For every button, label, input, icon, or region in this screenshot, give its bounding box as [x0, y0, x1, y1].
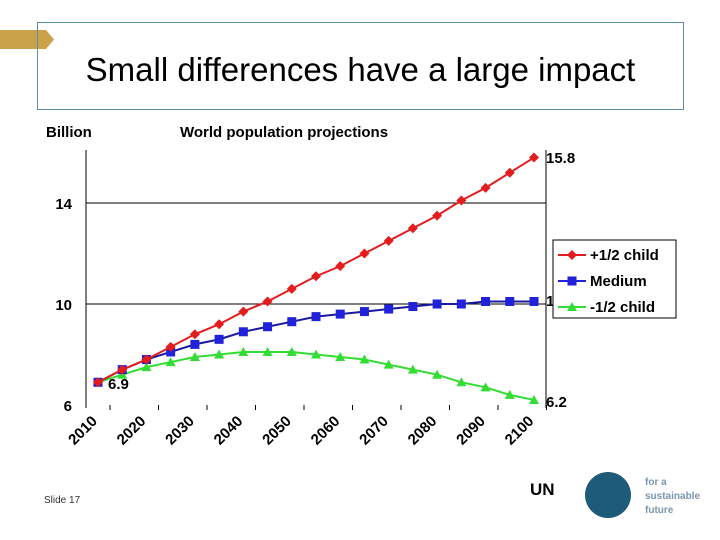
x-tick-label: 2080	[405, 413, 441, 449]
x-tick-label: 2040	[211, 413, 247, 449]
data-point	[165, 341, 176, 352]
x-tick-label: 2030	[162, 413, 198, 449]
data-point	[286, 346, 297, 356]
data-point	[311, 349, 321, 359]
data-point	[335, 309, 345, 319]
data-label: 15.8	[546, 150, 575, 167]
data-point	[359, 248, 370, 259]
source-label: UN	[530, 480, 555, 499]
slide-number: Slide 17	[44, 495, 81, 506]
data-point	[238, 306, 249, 317]
data-point	[141, 362, 152, 372]
data-point	[480, 182, 491, 193]
data-point	[504, 389, 515, 399]
data-point	[407, 223, 418, 234]
y-tick-label: 14	[55, 196, 72, 213]
y-tick-label: 10	[55, 297, 72, 314]
data-point	[480, 382, 491, 392]
data-point	[456, 195, 467, 206]
data-point	[384, 304, 394, 314]
data-point	[263, 322, 273, 332]
y-tick-label: 6	[64, 398, 72, 415]
data-label: 6.2	[546, 394, 567, 411]
x-tick-label: 2050	[259, 413, 295, 449]
data-point	[432, 369, 443, 379]
data-point	[481, 296, 491, 306]
data-point	[117, 364, 128, 375]
data-point	[335, 352, 346, 362]
slide-title: Small differences have a large impact	[85, 51, 636, 88]
data-point	[165, 357, 176, 367]
x-tick-label: 2090	[453, 413, 489, 449]
data-point	[287, 317, 297, 327]
legend-entry: -1/2 child	[590, 299, 655, 316]
data-point	[567, 250, 577, 260]
tagline-line: for a	[645, 477, 667, 488]
data-point	[456, 377, 467, 387]
population-matters-logo	[585, 472, 631, 518]
data-point	[359, 307, 369, 317]
x-tick-label: 2100	[502, 413, 538, 449]
data-point	[567, 276, 577, 286]
x-tick-label: 2060	[308, 413, 344, 449]
data-point	[214, 349, 225, 359]
data-point	[262, 346, 273, 356]
series-line	[97, 156, 535, 384]
data-point	[567, 302, 577, 311]
tagline-line: future	[645, 505, 674, 516]
accent-tab	[0, 30, 54, 49]
data-point	[238, 327, 248, 337]
y-axis-label: Billion	[46, 124, 92, 141]
data-point	[335, 261, 346, 272]
data-point	[166, 347, 176, 357]
tagline-line: sustainable	[645, 491, 701, 502]
data-point	[529, 296, 539, 306]
title-box: Small differences have a large impact	[37, 22, 684, 110]
data-point	[238, 346, 249, 356]
x-tick-label: 2020	[114, 413, 150, 449]
data-point	[214, 334, 224, 344]
data-label: 6.9	[108, 376, 129, 393]
data-point	[529, 394, 539, 404]
chart-title: World population projections	[180, 124, 388, 141]
legend-entry: +1/2 child	[590, 247, 659, 264]
data-point	[504, 167, 515, 178]
data-point	[432, 299, 442, 309]
data-point	[262, 296, 273, 307]
data-point	[407, 364, 418, 374]
data-point	[359, 354, 370, 364]
data-point	[141, 354, 152, 365]
data-point	[214, 319, 225, 330]
data-point	[529, 152, 539, 163]
data-point	[190, 339, 200, 349]
data-point	[432, 210, 443, 221]
data-point	[383, 235, 394, 246]
x-tick-label: 2010	[65, 413, 101, 449]
series-line	[97, 350, 535, 401]
data-point	[311, 312, 321, 322]
data-point	[286, 283, 297, 294]
data-point	[189, 329, 200, 340]
x-tick-label: 2070	[356, 413, 392, 449]
tagline: for a sustainable future	[645, 476, 700, 518]
data-point	[93, 377, 103, 388]
data-point	[383, 359, 394, 369]
data-point	[456, 299, 466, 309]
data-point	[189, 352, 200, 362]
data-point	[311, 271, 321, 282]
data-point	[505, 296, 515, 306]
data-point	[408, 302, 418, 312]
legend-entry: Medium	[590, 273, 647, 290]
